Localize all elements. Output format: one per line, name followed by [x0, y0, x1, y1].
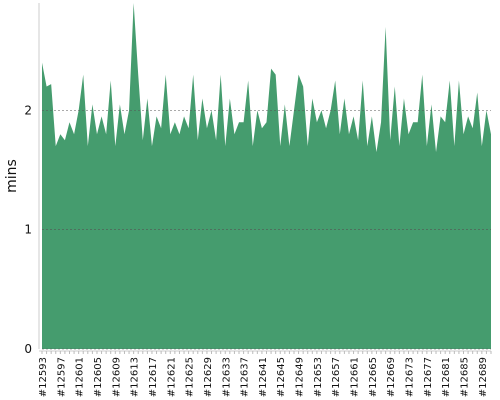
x-tick-label: #12625 — [185, 357, 196, 397]
x-tick-label: #12665 — [368, 357, 379, 397]
x-tick-label: #12617 — [148, 357, 159, 397]
x-tick-label: #12641 — [258, 357, 269, 397]
area — [42, 3, 491, 349]
y-tick-label: 2 — [24, 103, 32, 117]
x-tick-label: #12629 — [203, 357, 214, 397]
y-axis-label: mins — [4, 159, 20, 193]
x-tick-label: #12633 — [221, 357, 232, 397]
x-tick-label: #12593 — [38, 357, 49, 397]
x-tick-label: #12621 — [166, 357, 177, 397]
x-tick-label: #12685 — [460, 357, 471, 397]
x-tick-label: #12657 — [331, 357, 342, 397]
y-tick-label: 0 — [24, 342, 32, 356]
x-tick-label: #12649 — [295, 357, 306, 397]
x-tick-label: #12673 — [405, 357, 416, 397]
x-tick-label: #12689 — [478, 357, 489, 397]
x-tick-label: #12669 — [386, 357, 397, 397]
x-tick-label: #12601 — [75, 357, 86, 397]
x-tick-label: #12609 — [111, 357, 122, 397]
x-tick-label: #12653 — [313, 357, 324, 397]
x-tick-label: #12645 — [276, 357, 287, 397]
y-tick-label: 1 — [24, 223, 32, 237]
x-tick-label: #12605 — [93, 357, 104, 397]
x-tick-label: #12661 — [350, 357, 361, 397]
x-tick-label: #12681 — [441, 357, 452, 397]
x-tick-label: #12637 — [240, 357, 251, 397]
x-tick-label: #12613 — [130, 357, 141, 397]
x-tick-label: #12677 — [423, 357, 434, 397]
x-tick-label: #12597 — [56, 357, 67, 397]
